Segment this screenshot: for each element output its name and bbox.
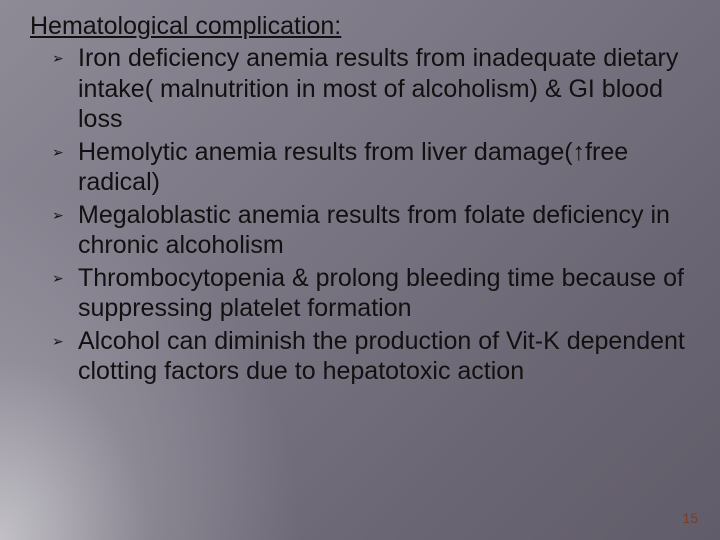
bullet-text: Alcohol can diminish the production of V… — [78, 327, 685, 386]
bullet-marker-icon: ➢ — [52, 144, 64, 161]
bullet-marker-icon: ➢ — [52, 270, 64, 287]
list-item: ➢ Iron deficiency anemia results from in… — [56, 43, 690, 135]
bullet-text: Hemolytic anemia results from liver dama… — [78, 138, 628, 197]
bullet-marker-icon: ➢ — [52, 50, 64, 67]
bullet-marker-icon: ➢ — [52, 333, 64, 350]
list-item: ➢ Alcohol can diminish the production of… — [56, 326, 690, 387]
bullet-text: Thrombocytopenia & prolong bleeding time… — [78, 264, 684, 323]
page-number: 15 — [682, 510, 698, 526]
bullet-text: Megaloblastic anemia results from folate… — [78, 201, 670, 260]
list-item: ➢ Thrombocytopenia & prolong bleeding ti… — [56, 263, 690, 324]
list-item: ➢ Megaloblastic anemia results from fola… — [56, 200, 690, 261]
slide-container: Hematological complication: ➢ Iron defic… — [0, 0, 720, 540]
bullet-list: ➢ Iron deficiency anemia results from in… — [30, 43, 690, 387]
bullet-text: Iron deficiency anemia results from inad… — [78, 44, 678, 133]
list-item: ➢ Hemolytic anemia results from liver da… — [56, 137, 690, 198]
slide-title: Hematological complication: — [30, 12, 690, 41]
bullet-marker-icon: ➢ — [52, 207, 64, 224]
